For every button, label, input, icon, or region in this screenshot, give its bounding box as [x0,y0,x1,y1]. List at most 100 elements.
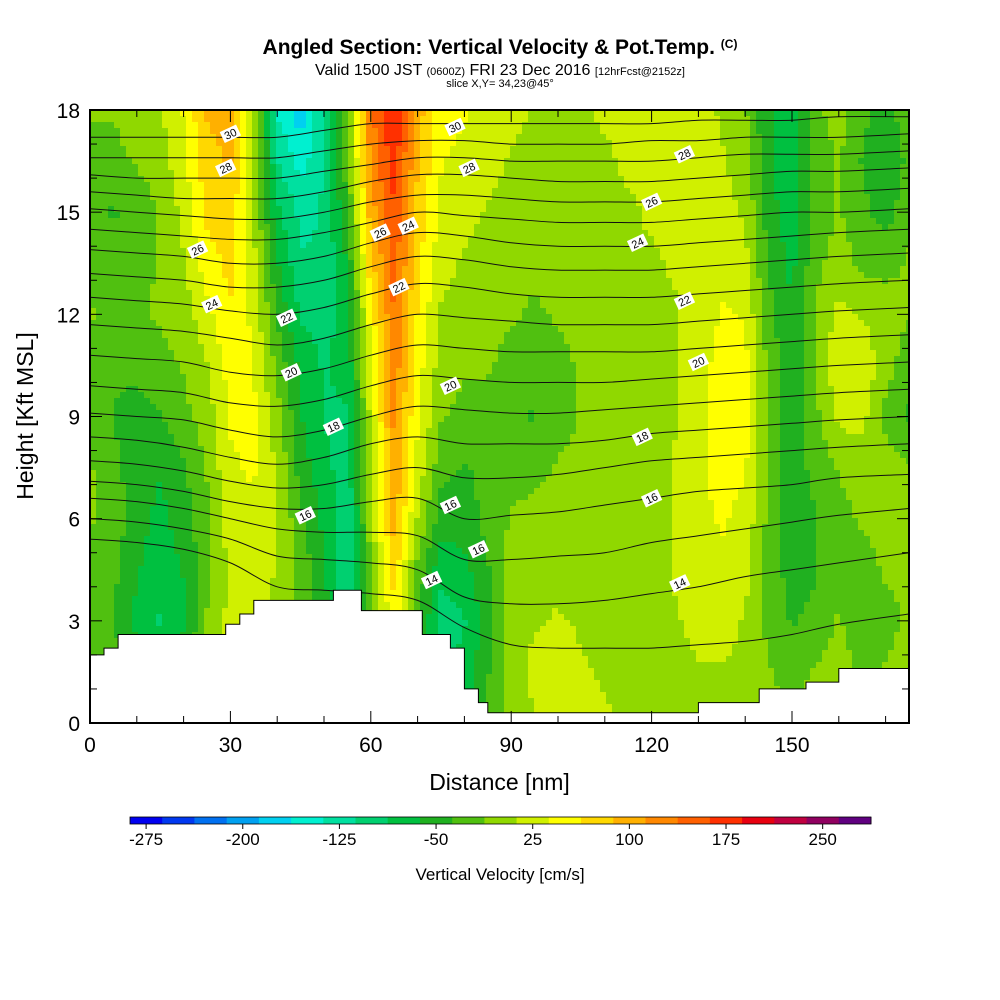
isentrope-24 [90,252,909,289]
isentrope-label-30: 30 [219,124,242,144]
x-tick-label: 120 [634,734,669,757]
colorbar-tick-label: -125 [322,830,356,849]
colorbar-swatch [548,817,582,824]
isentrope-label-16: 16 [467,540,490,559]
colorbar-swatch [258,817,292,824]
isentrope-20 [90,361,909,407]
colorbar-swatch [323,817,356,824]
axes: 0 30 60 90 120 150 0 3 6 9 12 15 18 [57,100,909,757]
isentrope-label-24: 24 [397,216,419,236]
colorbar-swatch [677,817,711,824]
y-tick-label: 0 [68,713,80,736]
colorbar-swatch [838,817,872,824]
isentrope-label-24: 24 [201,294,223,314]
isentrope-25 [90,228,909,265]
slice-info: slice X,Y= 34,23@45° [446,78,554,90]
isentrope-17 [90,443,909,489]
isentrope-label-16: 16 [439,495,462,515]
colorbar: -275 -200 -125 -50 25 100 175 250 [129,816,872,849]
colorbar-swatch [420,817,453,824]
isentrope-label-28: 28 [673,145,696,164]
isentrope-label-22: 22 [388,277,410,297]
isentrope-label-14: 14 [669,574,691,593]
y-axis-label: Height [Kft MSL] [12,332,38,499]
colorbar-tick-label: 25 [523,830,542,849]
copyright-mark: (C) [720,37,738,51]
colorbar-swatch [742,817,775,824]
y-tick-label: 6 [68,509,80,532]
isentrope-label-20: 20 [687,352,710,372]
isentrope-label-26: 26 [186,240,209,259]
isentrope-label-26: 26 [640,192,663,212]
colorbar-swatch [581,817,614,824]
x-tick-label: 150 [774,734,809,757]
isentrope-label-28: 28 [215,158,237,178]
isentrope-labels: 30 28 26 24 22 20 18 16 26 24 22 20 16 16 14 30 28 28 26 24… [186,117,710,593]
colorbar-swatch [194,817,228,824]
isentrope-label-20: 20 [280,362,302,382]
isentrope-29 [90,150,909,180]
y-tick-label: 3 [68,611,80,634]
colorbar-swatch [162,817,195,824]
colorbar-swatch [774,817,807,824]
isentrope-19 [90,388,909,438]
isentrope-label-30: 30 [444,117,466,137]
colorbar-swatch [355,817,389,824]
isentrope-label-20: 20 [439,376,462,396]
colorbar-tick-label: 100 [615,830,643,849]
isentrope-14 [90,518,909,605]
chart-title: Angled Section: Vertical Velocity & Pot.… [262,36,738,59]
isentrope-22 [90,307,909,346]
velocity-field [90,110,909,723]
colorbar-swatch [130,817,163,824]
valid-time: Valid 1500 JST (0600Z) FRI 23 Dec 2016 [… [315,62,685,79]
isentrope-27 [90,187,909,221]
colorbar-label: Vertical Velocity [cm/s] [415,865,584,884]
colorbar-swatch [613,817,646,824]
isentrope-label-22: 22 [673,291,696,310]
colorbar-swatch [484,817,518,824]
isentrope-18 [90,416,909,465]
isentrope-label-22: 22 [275,308,298,327]
isentrope-label-14: 14 [420,570,443,590]
isentrope-label-18: 18 [631,427,653,447]
colorbar-swatch [291,817,324,824]
isentrope-label-16: 16 [640,488,663,508]
colorbar-swatch [452,817,485,824]
isentrope-label-28: 28 [458,158,480,178]
isentrope-13 [90,538,909,649]
terrain-mask [90,589,909,723]
x-tick-label: 60 [359,734,382,757]
isentrope-30 [90,133,909,159]
colorbar-swatch [709,817,743,824]
colorbar-tick-label: 250 [808,830,836,849]
x-axis-label: Distance [nm] [429,769,570,795]
y-tick-label: 18 [57,100,80,123]
isentrope-21 [90,334,909,377]
y-tick-label: 15 [57,202,80,225]
isentrope-lines [90,116,909,649]
x-tick-label: 30 [219,734,242,757]
isentrope-16 [90,473,909,521]
isentrope-label-26: 26 [369,223,391,242]
x-tick-label: 90 [500,734,523,757]
isentrope-26 [90,208,909,241]
isentrope-15 [90,497,909,562]
colorbar-swatch [387,817,421,824]
colorbar-tick-label: -275 [129,830,163,849]
isentrope-label-18: 18 [322,417,345,436]
colorbar-tick-label: -200 [226,830,260,849]
y-tick-label: 12 [57,304,80,327]
x-tick-label: 0 [84,734,96,757]
colorbar-swatch [226,817,260,824]
colorbar-tick-label: 175 [712,830,740,849]
colorbar-swatch [806,817,840,824]
colorbar-swatch [645,817,679,824]
isentrope-23 [90,279,909,315]
colorbar-frame [129,816,872,825]
isentrope-28 [90,167,909,200]
isentrope-label-24: 24 [626,233,649,253]
y-tick-label: 9 [68,407,80,430]
